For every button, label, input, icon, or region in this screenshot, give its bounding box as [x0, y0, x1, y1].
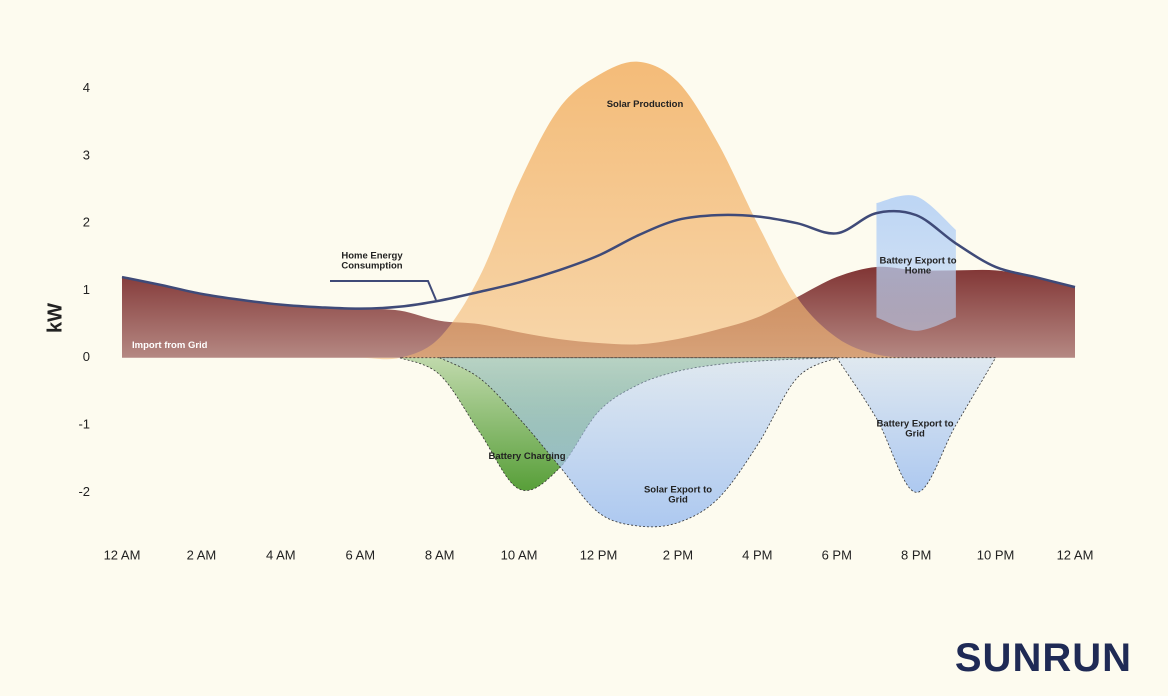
area — [439, 357, 837, 528]
x-tick-label: 10 AM — [501, 547, 538, 562]
y-tick-label: 3 — [83, 147, 90, 162]
series-label: Home Energy Consumption — [341, 250, 403, 272]
series-label: Battery Export to Grid — [876, 418, 954, 440]
y-tick-label: 0 — [83, 349, 90, 364]
y-tick-label: -1 — [78, 417, 90, 432]
x-tick-label: 12 AM — [1057, 547, 1094, 562]
y-tick-label: 4 — [83, 80, 90, 95]
series-label: Solar Export to Grid — [643, 484, 713, 506]
y-tick-label: 2 — [83, 215, 90, 230]
areas — [121, 61, 1076, 528]
x-tick-label: 8 AM — [425, 547, 455, 562]
consumption-line — [121, 209, 1076, 310]
x-tick-label: 6 PM — [822, 547, 852, 562]
x-tick-label: 6 AM — [345, 547, 375, 562]
axes: -2 -1 0 1 2 3 4 12 AM 2 AM 4 AM 6 AM 8 AM 10 AM 12 PM… — [78, 80, 1093, 562]
y-axis-label: kW — [44, 303, 66, 333]
x-tick-label: 12 AM — [104, 547, 141, 562]
series-label: Battery Export to Home — [879, 255, 957, 277]
area — [122, 266, 1075, 358]
area — [122, 61, 1075, 360]
x-tick-label: 4 AM — [266, 547, 296, 562]
x-tick-label: 2 PM — [663, 547, 693, 562]
area — [836, 357, 997, 493]
x-tick-label: 2 AM — [187, 547, 217, 562]
y-tick-label: -2 — [78, 484, 90, 499]
series-label: Import from Grid — [132, 339, 208, 351]
y-tick-label: 1 — [83, 282, 90, 297]
series-label: Solar Production — [606, 98, 684, 110]
series-label: Battery Charging — [488, 450, 566, 462]
annotation-leader — [330, 280, 437, 301]
x-tick-label: 10 PM — [977, 547, 1015, 562]
x-tick-label: 8 PM — [901, 547, 931, 562]
logo: SUNRUN — [954, 636, 1132, 680]
x-tick-label: 12 PM — [580, 547, 618, 562]
x-tick-label: 4 PM — [742, 547, 772, 562]
